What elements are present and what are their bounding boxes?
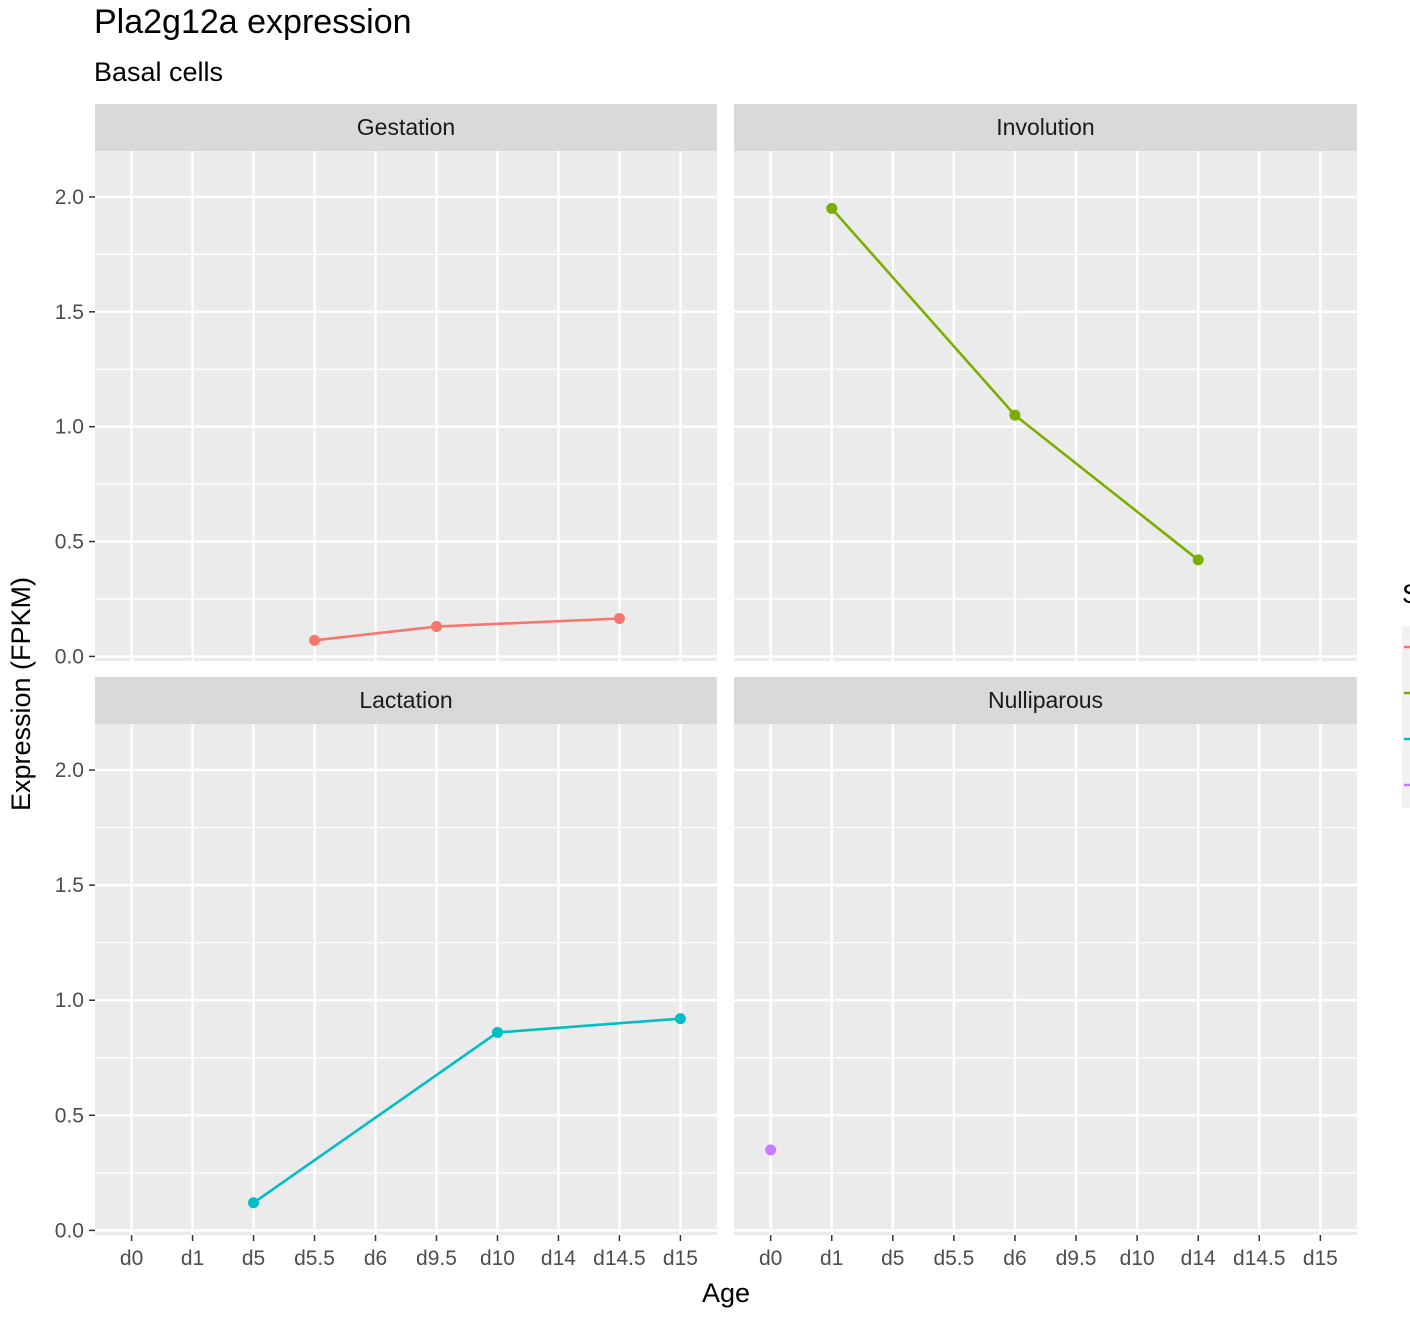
chart-title: Pla2g12a expression xyxy=(94,3,412,41)
panel-background xyxy=(95,151,717,661)
x-tick-label: d5 xyxy=(881,1247,904,1270)
data-point-lactation xyxy=(674,1013,686,1025)
y-tick-label: 0.0 xyxy=(55,1219,84,1242)
y-tick-label: 1.5 xyxy=(55,301,84,324)
y-tick-label: 0.0 xyxy=(55,645,84,668)
x-tick-label: d1 xyxy=(181,1247,204,1270)
strip-label-gestation: Gestation xyxy=(357,114,455,140)
x-tick-label: d14 xyxy=(541,1247,576,1270)
legend-title: S xyxy=(1402,579,1410,609)
facet-lactation: Lactation 0.0 0.5 1.0 1.5 2.0 d0 d1 d5 d5.5 d6 d9.5… xyxy=(55,677,717,1270)
x-tick-label: d10 xyxy=(480,1247,515,1270)
y-tick-label: 0.5 xyxy=(55,1104,84,1127)
data-point-involution xyxy=(1192,554,1204,566)
strip-label-lactation: Lactation xyxy=(359,687,452,713)
chart-subtitle: Basal cells xyxy=(94,57,223,87)
y-tick-label: 2.0 xyxy=(55,759,84,782)
x-tick-label: d15 xyxy=(663,1247,698,1270)
panel-background xyxy=(734,151,1357,661)
x-tick-label: d9.5 xyxy=(1056,1247,1097,1270)
facet-nulliparous: Nulliparous d0 d1 d5 d5.5 d6 d9.5 d10 d14 d14.5 d1… xyxy=(734,677,1357,1270)
data-point-gestation xyxy=(430,621,442,633)
legend: S xyxy=(1402,579,1410,808)
x-tick-label: d5.5 xyxy=(294,1247,335,1270)
data-point-involution xyxy=(1009,409,1021,421)
x-tick-label: d6 xyxy=(1003,1247,1026,1270)
data-point-involution xyxy=(826,202,838,214)
facet-involution: Involution xyxy=(734,104,1357,661)
facet-panels: Gestation 0.0 0.5 1.0 1.5 2.0 Involution Lactat… xyxy=(55,104,1357,1270)
legend-background xyxy=(1402,626,1410,808)
x-axis-title: Age xyxy=(702,1278,750,1308)
data-point-lactation xyxy=(248,1197,260,1209)
x-tick-label: d1 xyxy=(820,1247,843,1270)
y-tick-label: 2.0 xyxy=(55,186,84,209)
panel-background xyxy=(734,724,1357,1235)
data-point-nulliparous xyxy=(765,1144,777,1156)
x-tick-label: d15 xyxy=(1303,1247,1338,1270)
x-tick-label: d9.5 xyxy=(416,1247,457,1270)
x-tick-label: d5 xyxy=(242,1247,265,1270)
x-tick-label: d14.5 xyxy=(593,1247,646,1270)
facet-gestation: Gestation 0.0 0.5 1.0 1.5 2.0 xyxy=(55,104,717,668)
y-axis-title: Expression (FPKM) xyxy=(6,577,36,811)
strip-involution xyxy=(734,104,1357,151)
x-tick-label: d0 xyxy=(120,1247,143,1270)
strip-lactation xyxy=(95,677,717,724)
data-point-gestation xyxy=(613,613,625,624)
y-tick-label: 1.0 xyxy=(55,989,84,1012)
strip-label-nulliparous: Nulliparous xyxy=(988,687,1103,713)
x-tick-label: d0 xyxy=(759,1247,782,1270)
data-point-lactation xyxy=(491,1026,503,1038)
x-tick-label: d14.5 xyxy=(1233,1247,1286,1270)
panel-background xyxy=(95,724,717,1235)
y-tick-label: 0.5 xyxy=(55,531,84,554)
strip-label-involution: Involution xyxy=(996,114,1094,140)
y-tick-label: 1.5 xyxy=(55,874,84,897)
strip-gestation xyxy=(95,104,717,151)
x-tick-label: d5.5 xyxy=(933,1247,974,1270)
x-tick-label: d10 xyxy=(1120,1247,1155,1270)
strip-nulliparous xyxy=(734,677,1357,724)
y-tick-label: 1.0 xyxy=(55,416,84,439)
data-point-gestation xyxy=(309,634,321,646)
x-tick-label: d14 xyxy=(1181,1247,1216,1270)
x-tick-label: d6 xyxy=(364,1247,387,1270)
